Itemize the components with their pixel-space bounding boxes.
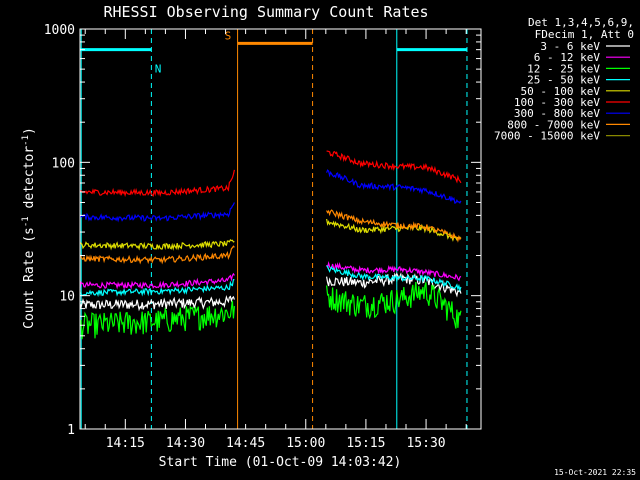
y-axis-label: Count Rate (s-1 detector-1) [21, 127, 37, 329]
x-tick-label: 15:15 [346, 436, 385, 451]
y-label-mid: detector [22, 146, 37, 217]
legend-label: 3 - 6 keV [540, 40, 600, 53]
x-axis: 14:15 14:30 14:45 15:00 15:15 15:30 [84, 29, 467, 451]
legend-label: 6 - 12 keV [534, 51, 601, 64]
legend-label: 300 - 800 keV [514, 107, 600, 120]
series-line [79, 278, 235, 298]
legend-header-2: FDecim 1, Att 0 [535, 28, 634, 41]
legend-label: 800 - 7000 keV [507, 118, 600, 131]
series-line [79, 169, 235, 198]
series-line [79, 202, 235, 223]
series-line [326, 169, 462, 204]
y-label-prefix: Count Rate (s [22, 227, 37, 329]
y-tick-label: 1 [67, 423, 75, 438]
y-tick-label: 10 [59, 290, 75, 305]
x-tick-label: 14:15 [106, 436, 145, 451]
legend-label: 25 - 50 keV [527, 74, 600, 87]
timestamp: 15-Oct-2021 22:35 [554, 468, 636, 477]
plot-area: NS [79, 29, 468, 429]
legend: Det 1,3,4,5,6,9, FDecim 1, Att 0 3 - 6 k… [494, 16, 634, 143]
series-line [326, 272, 462, 298]
y-label-sup-2: -1 [21, 135, 31, 146]
x-tick-label: 15:30 [406, 436, 445, 451]
series-line [326, 218, 462, 242]
series-line [79, 239, 235, 251]
legend-label: 100 - 300 keV [514, 96, 600, 109]
x-tick-label: 15:00 [286, 436, 325, 451]
x-tick-label: 14:45 [226, 436, 265, 451]
series-line [79, 245, 235, 265]
x-tick-label: 14:30 [166, 436, 205, 451]
y-tick-label: 1000 [44, 23, 75, 38]
series-line [79, 272, 235, 290]
series-line [326, 209, 462, 243]
y-tick-label: 100 [52, 156, 75, 171]
legend-label: 50 - 100 keV [521, 85, 601, 98]
chart-title: RHESSI Observing Summary Count Rates [103, 3, 428, 21]
series-line [326, 265, 462, 293]
series-line [326, 261, 462, 282]
flag-label: S [225, 29, 232, 42]
legend-header-1: Det 1,3,4,5,6,9, [528, 16, 634, 29]
legend-label: 12 - 25 keV [527, 62, 600, 75]
plot-frame [79, 28, 482, 430]
series-line [326, 282, 462, 329]
y-label-suffix: ) [22, 127, 37, 135]
series-line [79, 295, 235, 312]
y-label-sup-1: -1 [21, 216, 31, 227]
flag-label: N [155, 63, 162, 76]
y-axis: 1 10 100 1000 [44, 23, 481, 438]
legend-label: 7000 - 15000 keV [494, 130, 600, 143]
series-line [79, 300, 235, 340]
x-axis-label: Start Time (01-Oct-09 14:03:42) [159, 455, 402, 470]
series-line [326, 150, 462, 184]
